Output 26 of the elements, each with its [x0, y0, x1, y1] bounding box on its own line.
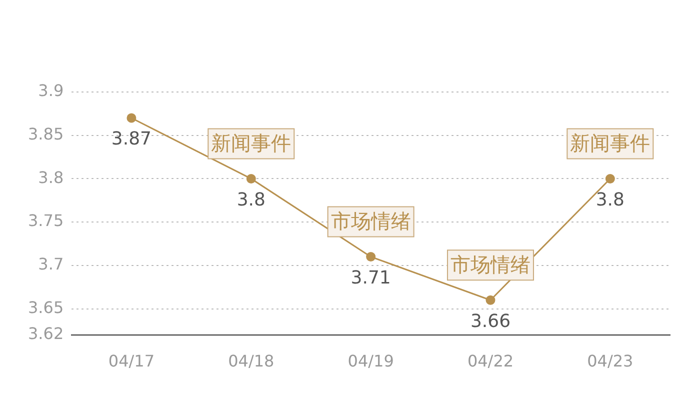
y-tick-label: 3.65 — [28, 298, 64, 317]
x-tick-label: 04/22 — [467, 352, 514, 371]
y-tick-label: 3.62 — [28, 324, 64, 343]
data-label: 3.71 — [350, 267, 391, 288]
point — [126, 113, 136, 123]
point — [605, 174, 615, 184]
point — [486, 295, 496, 305]
annotation: 市场情绪 — [330, 208, 411, 233]
annotation: 新闻事件 — [570, 130, 650, 155]
y-tick-label: 3.7 — [38, 254, 64, 274]
annotation: 新闻事件 — [211, 130, 292, 155]
point — [366, 252, 376, 262]
annotation: 市场情绪 — [450, 252, 530, 276]
data-label: 3.8 — [596, 189, 624, 210]
x-tick-label: 04/19 — [348, 352, 394, 371]
x-tick-label: 04/18 — [228, 352, 274, 371]
data-label: 3.8 — [236, 189, 266, 210]
y-tick-label: 3.8 — [38, 168, 64, 187]
y-tick-label: 3.85 — [28, 124, 64, 144]
y-tick-label: 3.75 — [28, 211, 64, 230]
data-label: 3.66 — [470, 310, 511, 332]
x-tick-label: 04/23 — [587, 352, 634, 371]
data-label: 3.87 — [111, 128, 152, 150]
y-tick-label: 3.9 — [38, 81, 64, 100]
x-tick-label: 04/17 — [108, 352, 155, 371]
point — [246, 174, 256, 184]
